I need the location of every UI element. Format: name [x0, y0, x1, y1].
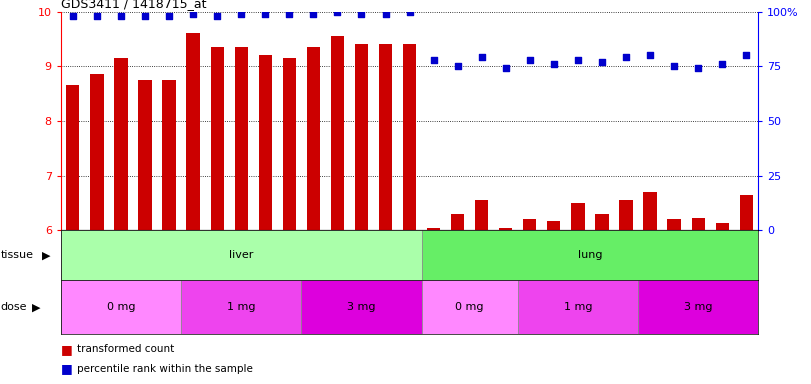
Text: 1 mg: 1 mg [564, 302, 592, 312]
Point [259, 11, 272, 17]
Bar [211, 47, 224, 230]
Bar [692, 218, 705, 230]
Point [451, 63, 464, 70]
Bar [499, 228, 513, 230]
Point [716, 61, 729, 67]
Point [403, 8, 416, 15]
Bar [595, 214, 608, 230]
Bar [283, 58, 296, 230]
Point [427, 56, 440, 63]
Bar [139, 80, 152, 230]
Bar [643, 192, 657, 230]
Bar [61, 230, 422, 280]
Bar [403, 44, 416, 230]
Text: tissue: tissue [1, 250, 34, 260]
Bar [67, 85, 79, 230]
Point [90, 13, 103, 19]
Point [379, 11, 392, 17]
Text: percentile rank within the sample: percentile rank within the sample [77, 364, 253, 374]
Bar [114, 58, 127, 230]
Bar [259, 55, 272, 230]
Text: ■: ■ [61, 362, 72, 375]
Bar [523, 219, 536, 230]
Bar [90, 74, 104, 230]
Text: 0 mg: 0 mg [456, 302, 484, 312]
Point [547, 61, 560, 67]
Bar [331, 36, 344, 230]
Point [692, 65, 705, 71]
Bar [667, 219, 680, 230]
Text: dose: dose [1, 302, 28, 312]
Point [234, 11, 247, 17]
Text: 1 mg: 1 mg [227, 302, 255, 312]
Bar [234, 47, 248, 230]
Text: lung: lung [577, 250, 603, 260]
Bar [475, 200, 488, 230]
Text: 3 mg: 3 mg [684, 302, 712, 312]
Bar [638, 280, 758, 334]
Text: GDS3411 / 1418715_at: GDS3411 / 1418715_at [61, 0, 206, 10]
Bar [379, 44, 393, 230]
Point [283, 11, 296, 17]
Point [667, 63, 680, 70]
Text: 3 mg: 3 mg [347, 302, 375, 312]
Point [331, 8, 344, 15]
Bar [547, 220, 560, 230]
Text: 0 mg: 0 mg [107, 302, 135, 312]
Point [620, 55, 633, 61]
Bar [422, 230, 758, 280]
Point [595, 59, 608, 65]
Bar [620, 200, 633, 230]
Point [307, 11, 320, 17]
Point [114, 13, 127, 19]
Point [355, 11, 368, 17]
Bar [61, 280, 181, 334]
Point [740, 52, 753, 58]
Text: ■: ■ [61, 343, 72, 356]
Text: ▶: ▶ [42, 250, 50, 260]
Bar [451, 214, 464, 230]
Point [187, 11, 200, 17]
Bar [162, 80, 176, 230]
Text: transformed count: transformed count [77, 344, 174, 354]
Bar [302, 280, 422, 334]
Point [644, 52, 657, 58]
Bar [740, 195, 753, 230]
Bar [517, 280, 638, 334]
Bar [715, 223, 729, 230]
Point [67, 13, 79, 19]
Point [162, 13, 175, 19]
Bar [571, 203, 585, 230]
Point [572, 56, 585, 63]
Point [139, 13, 152, 19]
Bar [307, 47, 320, 230]
Bar [187, 33, 200, 230]
Text: liver: liver [229, 250, 253, 260]
Text: ▶: ▶ [32, 302, 41, 312]
Point [475, 55, 488, 61]
Bar [422, 280, 517, 334]
Point [500, 65, 513, 71]
Bar [181, 280, 302, 334]
Bar [427, 228, 440, 230]
Bar [355, 44, 368, 230]
Point [211, 13, 224, 19]
Point [523, 56, 536, 63]
